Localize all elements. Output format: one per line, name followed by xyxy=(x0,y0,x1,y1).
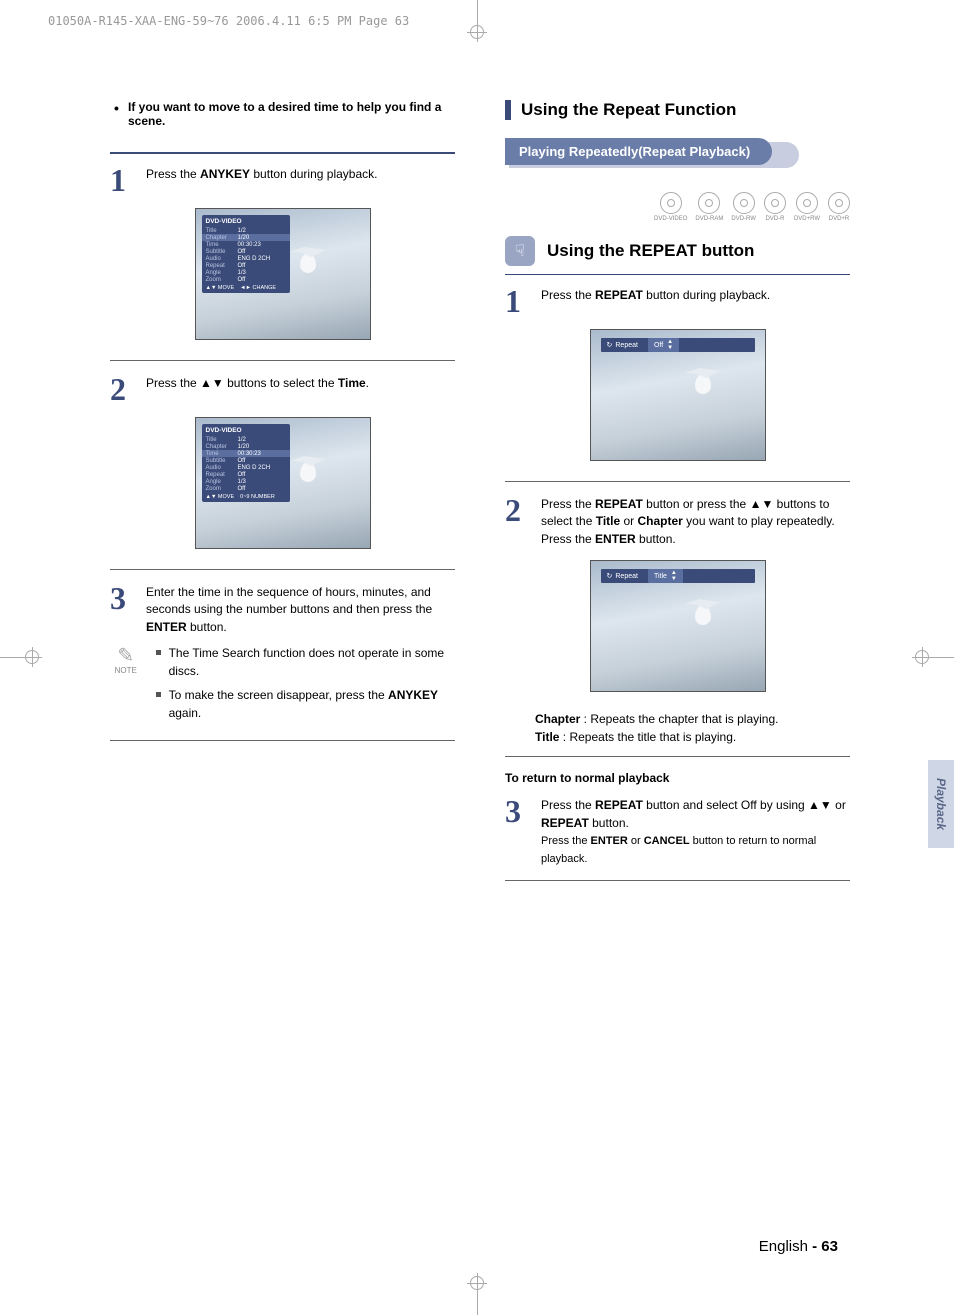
divider xyxy=(505,481,850,482)
chapter-desc: Chapter : Repeats the chapter that is pl… xyxy=(535,712,850,726)
bird-graphic xyxy=(288,454,336,490)
step-text: Enter the time in the sequence of hours,… xyxy=(146,582,455,636)
step-text: Press the REPEAT button or press the ▲▼ … xyxy=(541,494,850,548)
divider xyxy=(110,360,455,361)
dvd-screenshot-repeat-1: ↻ Repeat Off▲▼ xyxy=(590,329,766,461)
disc-icon: DVD-R xyxy=(764,192,786,222)
step-3: 3 Enter the time in the sequence of hour… xyxy=(110,582,455,636)
repeat-osd-bar: ↻ Repeat Off▲▼ xyxy=(601,338,755,352)
divider xyxy=(110,152,455,154)
right-column: Using the Repeat Function Playing Repeat… xyxy=(505,100,850,893)
repeat-osd-bar: ↻ Repeat Title▲▼ xyxy=(601,569,755,583)
divider xyxy=(505,880,850,881)
dvd-screenshot-2: DVD-VIDEO Title1/2 Chapter1/20 Time00:30… xyxy=(195,417,371,549)
disc-icon: DVD+R xyxy=(828,192,850,222)
bird-graphic xyxy=(683,597,731,633)
osd-panel: DVD-VIDEO Title1/2 Chapter1/20 Time00:30… xyxy=(202,215,290,293)
osd-panel: DVD-VIDEO Title1/2 Chapter1/20 Time00:30… xyxy=(202,424,290,502)
divider xyxy=(505,274,850,275)
left-column: If you want to move to a desired time to… xyxy=(110,100,455,893)
disc-icon: DVD-RW xyxy=(731,192,756,222)
step-1: 1 Press the ANYKEY button during playbac… xyxy=(110,164,455,196)
bird-graphic xyxy=(683,366,731,402)
step-text: Press the REPEAT button and select Off b… xyxy=(541,795,850,868)
disc-icon: DVD-RAM xyxy=(695,192,723,222)
crop-circle xyxy=(915,650,929,664)
dvd-screenshot-repeat-2: ↻ Repeat Title▲▼ xyxy=(590,560,766,692)
bird-graphic xyxy=(288,245,336,281)
title-desc: Title : Repeats the title that is playin… xyxy=(535,730,850,744)
sub-heading-row: ☟ Using the REPEAT button xyxy=(505,236,850,266)
step-number: 1 xyxy=(505,285,531,317)
step-2-right: 2 Press the REPEAT button or press the ▲… xyxy=(505,494,850,548)
step-text: Press the ▲▼ buttons to select the Time. xyxy=(146,373,369,405)
note-block: ✎ NOTE The Time Search function does not… xyxy=(110,644,455,728)
step-3-right: 3 Press the REPEAT button and select Off… xyxy=(505,795,850,868)
step-number: 2 xyxy=(110,373,136,405)
hand-icon: ☟ xyxy=(505,236,535,266)
page-footer: English - 63 xyxy=(759,1238,838,1255)
intro-bullet: If you want to move to a desired time to… xyxy=(110,100,455,146)
dvd-screenshot-1: DVD-VIDEO Title1/2 Chapter1/20 Time00:30… xyxy=(195,208,371,340)
crop-circle xyxy=(25,650,39,664)
divider xyxy=(110,740,455,741)
disc-icon: DVD-VIDEO xyxy=(654,192,687,222)
step-number: 2 xyxy=(505,494,531,548)
divider xyxy=(505,756,850,757)
subsection-pill: Playing Repeatedly(Repeat Playback) xyxy=(505,138,850,168)
print-header: 01050A-R145-XAA-ENG-59~76 2006.4.11 6:5 … xyxy=(48,14,409,28)
note-list: The Time Search function does not operat… xyxy=(156,644,455,728)
section-title: Using the Repeat Function xyxy=(505,100,850,120)
divider xyxy=(110,569,455,570)
disc-icon: DVD+RW xyxy=(794,192,820,222)
step-text: Press the ANYKEY button during playback. xyxy=(146,164,377,196)
title-bar-icon xyxy=(505,100,511,120)
note-icon: ✎ NOTE xyxy=(110,644,142,728)
side-tab-playback: Playback xyxy=(928,760,954,848)
crop-circle xyxy=(470,1276,484,1290)
disc-compatibility-row: DVD-VIDEO DVD-RAM DVD-RW DVD-R DVD+RW DV… xyxy=(505,192,850,222)
step-number: 3 xyxy=(505,795,531,868)
return-heading: To return to normal playback xyxy=(505,771,850,785)
sub-heading: Using the REPEAT button xyxy=(547,241,754,261)
step-number: 1 xyxy=(110,164,136,196)
step-number: 3 xyxy=(110,582,136,636)
step-text: Press the REPEAT button during playback. xyxy=(541,285,770,317)
crop-circle xyxy=(470,25,484,39)
step-2: 2 Press the ▲▼ buttons to select the Tim… xyxy=(110,373,455,405)
step-1-right: 1 Press the REPEAT button during playbac… xyxy=(505,285,850,317)
